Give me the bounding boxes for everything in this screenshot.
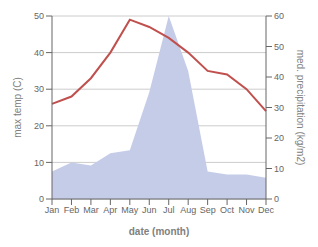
svg-text:Nov: Nov — [239, 205, 256, 215]
svg-text:date (month): date (month) — [129, 226, 190, 237]
svg-text:Jul: Jul — [163, 205, 175, 215]
svg-text:Feb: Feb — [64, 205, 80, 215]
svg-text:30: 30 — [34, 84, 44, 94]
svg-text:med. precipitation (kg/m2): med. precipitation (kg/m2) — [295, 50, 306, 166]
svg-text:40: 40 — [34, 48, 44, 58]
svg-text:Mar: Mar — [83, 205, 99, 215]
svg-text:Aug: Aug — [180, 205, 196, 215]
svg-text:Jun: Jun — [142, 205, 157, 215]
svg-text:Dec: Dec — [258, 205, 275, 215]
svg-text:20: 20 — [274, 133, 284, 143]
svg-text:Sep: Sep — [200, 205, 216, 215]
svg-text:Apr: Apr — [103, 205, 117, 215]
svg-text:40: 40 — [274, 72, 284, 82]
svg-text:30: 30 — [274, 103, 284, 113]
svg-text:20: 20 — [34, 121, 44, 131]
svg-text:0: 0 — [274, 194, 279, 204]
svg-text:10: 10 — [274, 164, 284, 174]
svg-text:50: 50 — [274, 42, 284, 52]
svg-text:max temp (C): max temp (C) — [12, 77, 23, 138]
svg-text:60: 60 — [274, 11, 284, 21]
svg-text:Jan: Jan — [45, 205, 60, 215]
svg-text:Oct: Oct — [220, 205, 235, 215]
svg-text:0: 0 — [39, 194, 44, 204]
svg-text:10: 10 — [34, 158, 44, 168]
svg-text:50: 50 — [34, 11, 44, 21]
svg-text:May: May — [121, 205, 139, 215]
